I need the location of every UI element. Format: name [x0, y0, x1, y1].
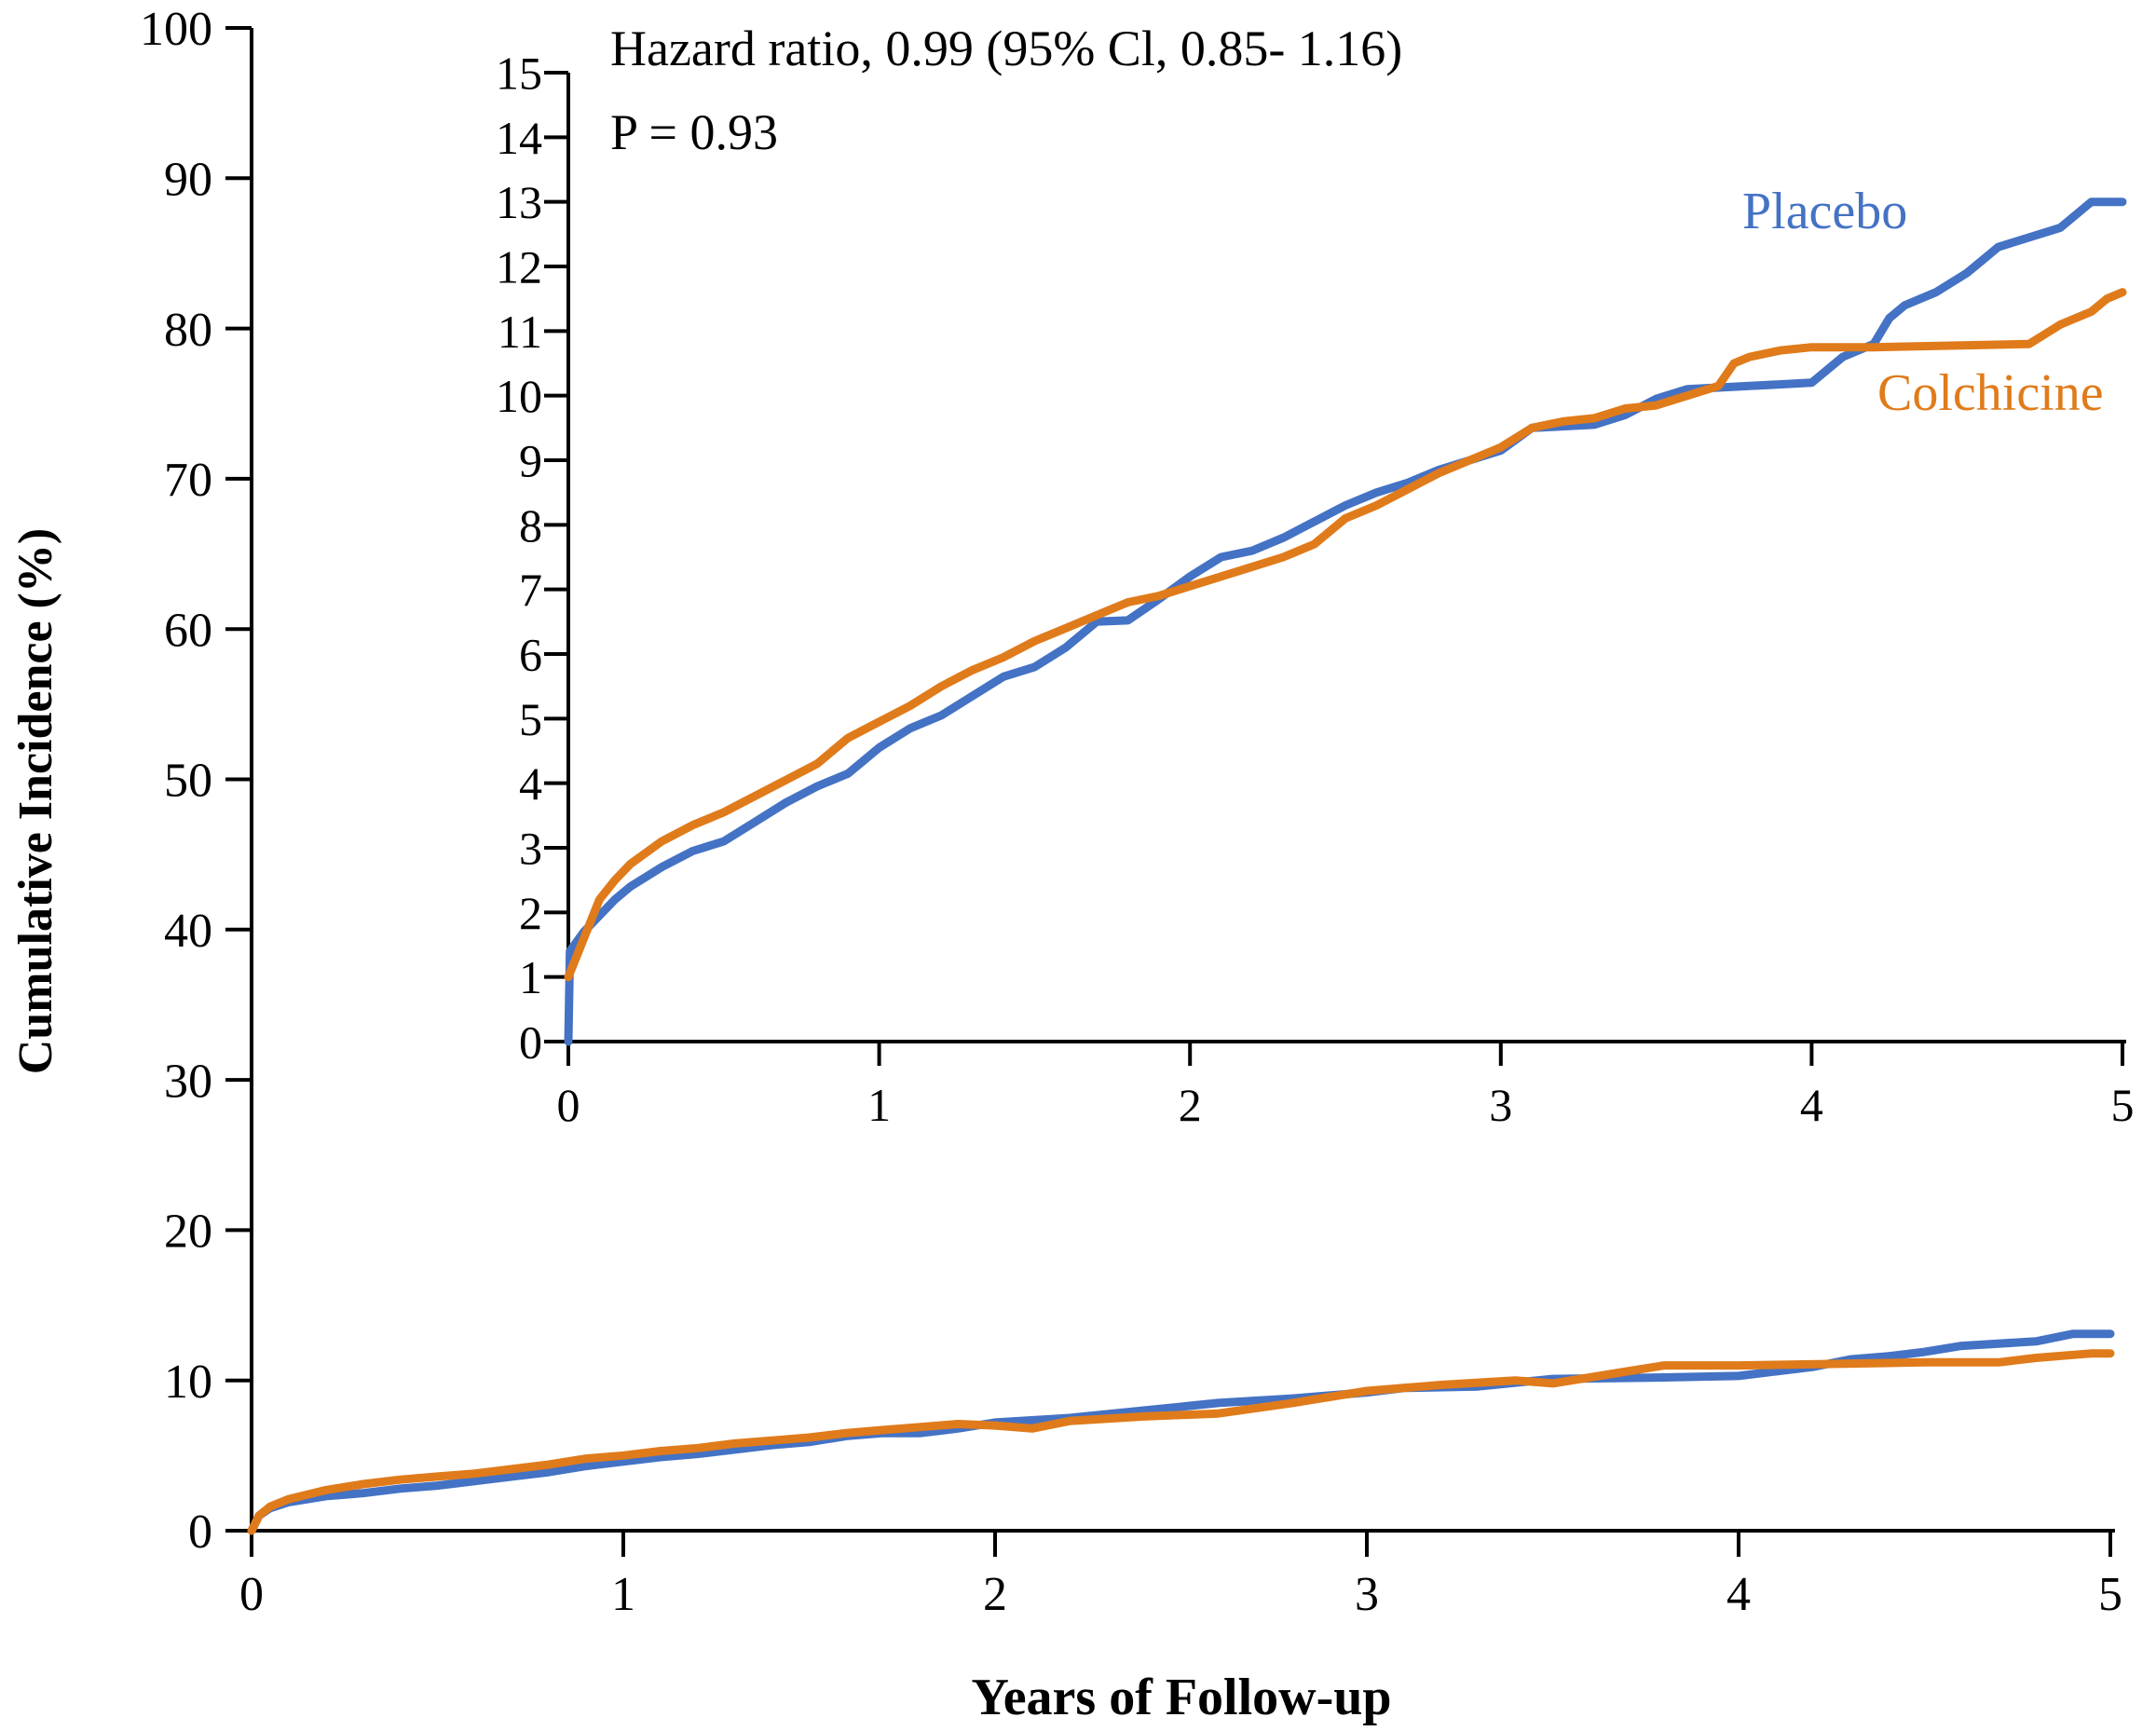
inset-x-ticks: 0 1 2 3 4 5	[557, 1042, 2135, 1131]
inset-y-tick-label: 15	[496, 48, 542, 100]
main-y-tick-label: 50	[164, 755, 212, 808]
inset-y-tick-label: 5	[519, 693, 542, 745]
inset-x-tick-label: 4	[1800, 1079, 1823, 1131]
main-y-tick-label: 10	[164, 1356, 212, 1409]
x-axis-title: Years of Follow-up	[971, 1669, 1391, 1726]
main-y-tick-label: 90	[164, 154, 212, 207]
main-x-tick-label: 2	[983, 1568, 1007, 1621]
main-series	[247, 1329, 2115, 1535]
inset-x-tick-label: 5	[2111, 1079, 2135, 1131]
main-x-tick-label: 3	[1355, 1568, 1379, 1621]
inset-y-tick-label: 8	[519, 499, 542, 552]
main-y-tick-label: 30	[164, 1055, 212, 1108]
main-y-tick-label: 60	[164, 604, 212, 657]
main-y-ticks: 0 10 20 30 40 50 60 70 80 90 100	[140, 3, 252, 1559]
inset-y-tick-label: 7	[519, 564, 542, 616]
inset-y-tick-label: 2	[519, 887, 542, 939]
inset-colchicine-line	[564, 288, 2127, 982]
inset-y-tick-label: 4	[519, 757, 542, 810]
legend-placebo: Placebo	[1742, 183, 1907, 240]
inset-x-tick-label: 2	[1179, 1079, 1202, 1131]
main-y-tick-label: 80	[164, 304, 212, 357]
inset-y-tick-label: 6	[519, 629, 542, 681]
main-y-tick-label: 100	[140, 3, 212, 56]
inset-y-tick-label: 13	[496, 176, 542, 228]
hazard-ratio-annotation: Hazard ratio, 0.99 (95% Cl, 0.85- 1.16)	[610, 20, 1402, 76]
inset-y-tick-label: 1	[519, 951, 542, 1003]
inset-y-tick-label: 14	[496, 112, 542, 164]
main-y-tick-label: 20	[164, 1206, 212, 1259]
main-series-1-line	[247, 1349, 2115, 1535]
inset-x-tick-label: 1	[867, 1079, 891, 1131]
p-value-annotation: P = 0.93	[610, 104, 778, 160]
main-x-tick-label: 0	[239, 1568, 264, 1621]
inset-series	[564, 198, 2127, 1046]
legend-colchicine: Colchicine	[1877, 364, 2104, 422]
inset-placebo-line	[564, 198, 2127, 1046]
inset-x-tick-label: 3	[1489, 1079, 1512, 1131]
inset-y-tick-label: 10	[496, 370, 542, 422]
main-y-tick-label: 40	[164, 905, 212, 958]
main-y-tick-label: 70	[164, 454, 212, 507]
main-y-tick-label: 0	[188, 1506, 212, 1559]
inset-y-tick-label: 11	[498, 306, 542, 358]
inset-y-tick-label: 0	[519, 1016, 542, 1069]
inset-y-tick-label: 3	[519, 823, 542, 875]
inset-x-tick-label: 0	[557, 1079, 580, 1131]
main-x-ticks: 0 1 2 3 4 5	[239, 1531, 2122, 1621]
inset-y-tick-label: 9	[519, 435, 542, 487]
main-x-tick-label: 4	[1726, 1568, 1751, 1621]
main-x-tick-label: 1	[611, 1568, 635, 1621]
inset-y-tick-label: 12	[496, 241, 542, 293]
y-axis-title: Cumulative Incidence (%)	[9, 528, 62, 1074]
main-x-tick-label: 5	[2098, 1568, 2122, 1621]
